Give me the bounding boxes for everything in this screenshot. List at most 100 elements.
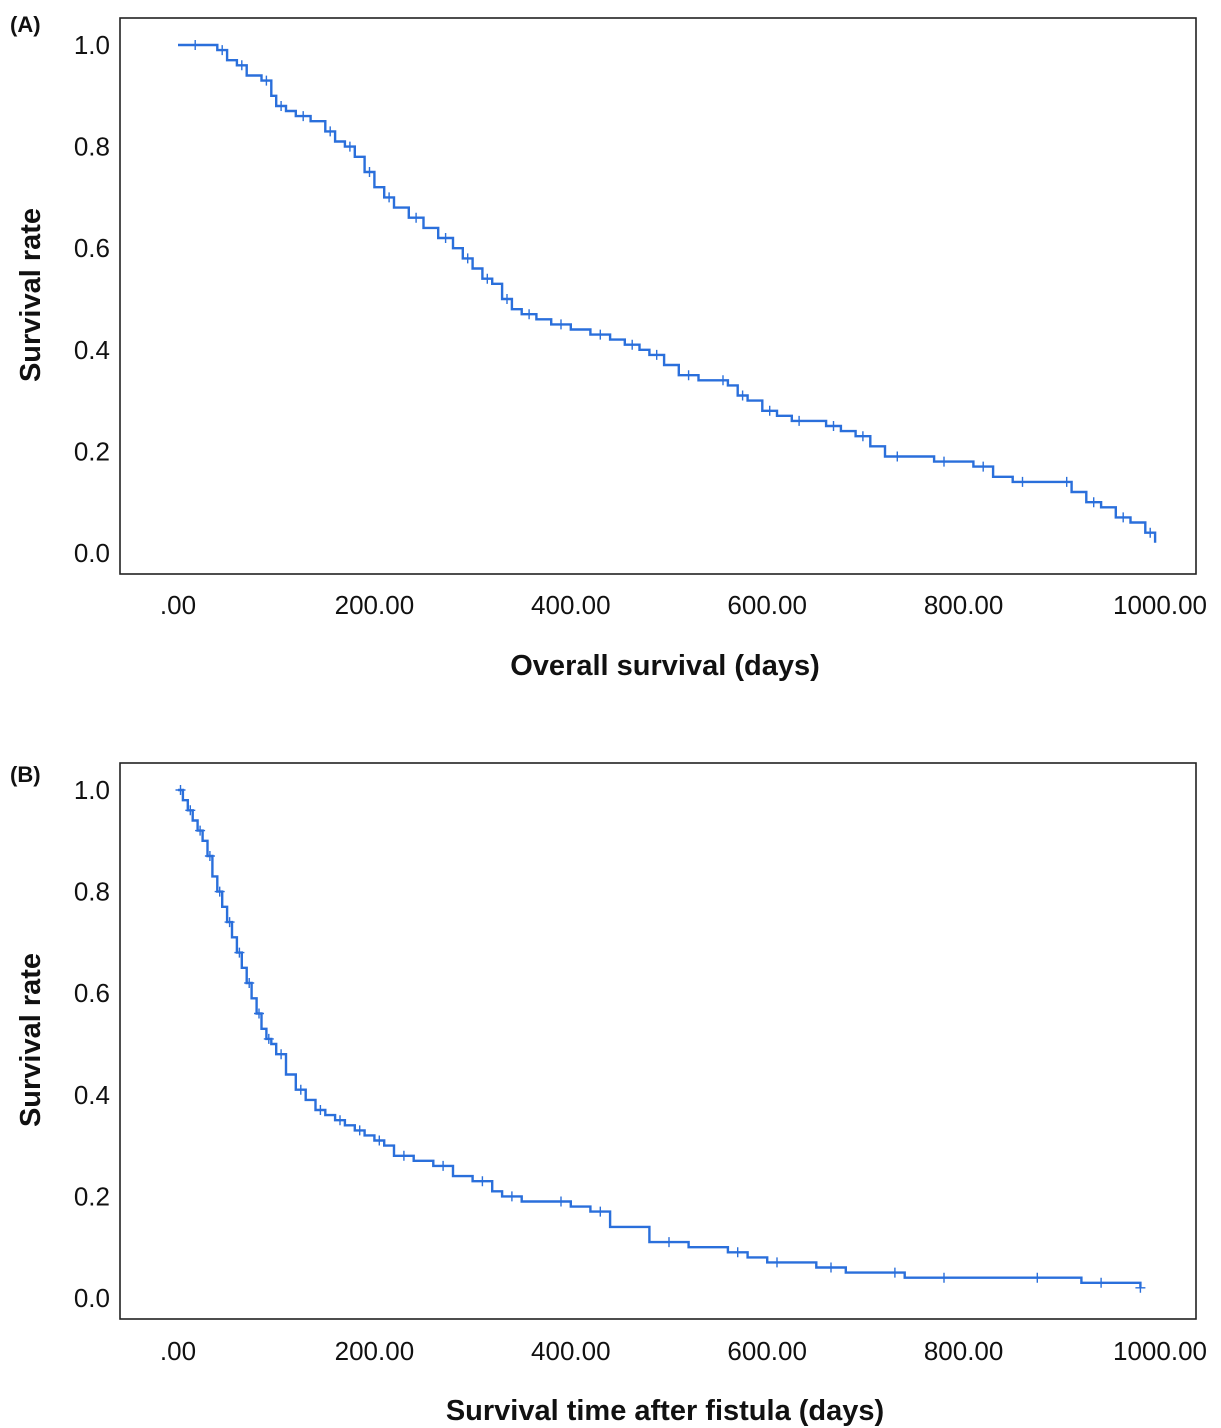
y-tick-label-b: 0.2	[74, 1181, 110, 1211]
censor-mark-a	[276, 101, 287, 111]
x-tick-label-a: 600.00	[727, 590, 807, 620]
y-tick-label-a: 0.0	[74, 538, 110, 568]
censor-mark-b	[244, 978, 255, 988]
censor-mark-a	[384, 192, 395, 203]
censor-mark-b	[315, 1105, 326, 1115]
censor-mark-b	[1032, 1272, 1043, 1283]
y-tick-label-b: 0.0	[74, 1283, 110, 1313]
censor-mark-b	[295, 1084, 306, 1095]
censor-mark-b	[477, 1176, 488, 1187]
y-tick-label-a: 0.2	[74, 436, 110, 466]
censor-mark-a	[236, 60, 247, 71]
survival-curve-b	[175, 785, 1146, 1293]
censor-mark-a	[595, 329, 606, 340]
x-tick-label-b: .00	[160, 1336, 196, 1366]
y-axis-title-a: Survival rate	[15, 208, 47, 382]
censor-mark-b	[234, 947, 245, 958]
x-tick-labels-b: .00 200.00 400.00 600.00 800.00 1000.00	[160, 1336, 1207, 1366]
y-tick-labels-a: 0.0 0.2 0.4 0.6 0.8 1.0	[74, 30, 110, 568]
censor-mark-b	[889, 1267, 900, 1278]
censor-mark-b	[254, 1008, 264, 1019]
censor-mark-b	[335, 1115, 345, 1126]
survival-line-a	[178, 43, 1157, 543]
censor-mark-a	[298, 111, 309, 122]
y-tick-label-b: 0.8	[74, 877, 110, 907]
y-tick-label-b: 1.0	[74, 775, 110, 805]
censor-mark-a	[683, 370, 694, 381]
censor-mark-a	[440, 233, 451, 243]
x-tick-label-a: 400.00	[531, 590, 611, 620]
x-tick-label-a: .00	[160, 590, 196, 620]
x-axis-title-a: Overall survival (days)	[510, 650, 820, 682]
x-tick-labels-a: .00 200.00 400.00 600.00 800.00 1000.00	[160, 590, 1207, 620]
censor-mark-b	[204, 851, 215, 861]
censor-mark-a	[794, 415, 805, 426]
y-tick-label-a: 0.8	[74, 132, 110, 162]
panel-label-a: (A)	[10, 12, 41, 37]
censor-mark-a	[502, 294, 512, 304]
censor-mark-b	[595, 1206, 606, 1217]
censor-mark-a	[364, 167, 375, 177]
censor-mark-a	[737, 390, 748, 401]
x-tick-label-b: 400.00	[531, 1336, 611, 1366]
censor-mark-b	[1135, 1282, 1146, 1293]
censor-mark-a	[217, 45, 228, 56]
panel-label-b: (B)	[10, 762, 41, 787]
censor-mark-b	[664, 1237, 674, 1248]
censor-mark-a	[1145, 527, 1156, 538]
censor-mark-b	[175, 785, 186, 795]
plot-frame-b	[119, 762, 1197, 1320]
censor-mark-a	[325, 126, 336, 137]
censor-mark-b	[939, 1272, 949, 1283]
censor-mark-b	[224, 917, 235, 928]
censor-mark-a	[651, 349, 662, 360]
chart-panel-b: (B) 0.0 0.2 0.4 0.6 0.8 1.0 .00 200.00 400.00 60…	[10, 762, 1207, 1427]
survival-line-b	[178, 788, 1142, 1288]
censor-mark-a	[1061, 476, 1072, 487]
censor-mark-a	[344, 141, 355, 152]
censor-mark-b	[374, 1135, 385, 1146]
censor-mark-a	[978, 461, 989, 472]
censor-mark-b	[556, 1196, 566, 1207]
censor-mark-a	[1118, 512, 1129, 523]
censor-mark-a	[939, 456, 949, 467]
censor-mark-a	[190, 40, 201, 50]
y-tick-label-b: 0.6	[74, 978, 110, 1008]
x-tick-label-b: 600.00	[727, 1336, 807, 1366]
censor-mark-a	[524, 309, 535, 320]
censor-mark-b	[398, 1150, 409, 1161]
censor-mark-b	[354, 1125, 365, 1136]
y-axis-title-b: Survival rate	[15, 953, 47, 1127]
x-axis-title-b: Survival time after fistula (days)	[446, 1395, 884, 1427]
censor-mark-b	[276, 1049, 287, 1060]
x-tick-label-a: 800.00	[924, 590, 1004, 620]
censor-mark-a	[556, 319, 566, 330]
censor-mark-b	[732, 1247, 743, 1258]
censor-mark-b	[438, 1160, 449, 1171]
censor-mark-b	[506, 1191, 517, 1202]
y-tick-label-b: 0.4	[74, 1080, 110, 1110]
x-tick-label-b: 1000.00	[1113, 1336, 1207, 1366]
survival-curve-a	[178, 40, 1157, 543]
censor-mark-a	[1017, 476, 1028, 487]
censor-mark-a	[462, 253, 473, 264]
censor-mark-a	[627, 339, 638, 350]
y-tick-label-a: 0.6	[74, 233, 110, 263]
plot-frame-a	[119, 17, 1197, 575]
censor-mark-a	[857, 431, 868, 442]
censor-mark-b	[195, 825, 206, 836]
censor-mark-b	[826, 1262, 836, 1273]
censor-mark-a	[261, 75, 272, 86]
censor-mark-a	[892, 451, 903, 462]
censor-mark-a	[828, 421, 839, 431]
x-tick-label-a: 200.00	[335, 590, 415, 620]
y-tick-label-a: 0.4	[74, 335, 110, 365]
censor-mark-a	[764, 405, 775, 416]
censor-mark-b	[185, 805, 196, 816]
censor-mark-a	[411, 212, 422, 223]
censor-mark-a	[718, 375, 728, 386]
censor-mark-a	[482, 273, 493, 284]
censor-mark-a	[1088, 497, 1099, 508]
censor-mark-b	[214, 886, 225, 897]
